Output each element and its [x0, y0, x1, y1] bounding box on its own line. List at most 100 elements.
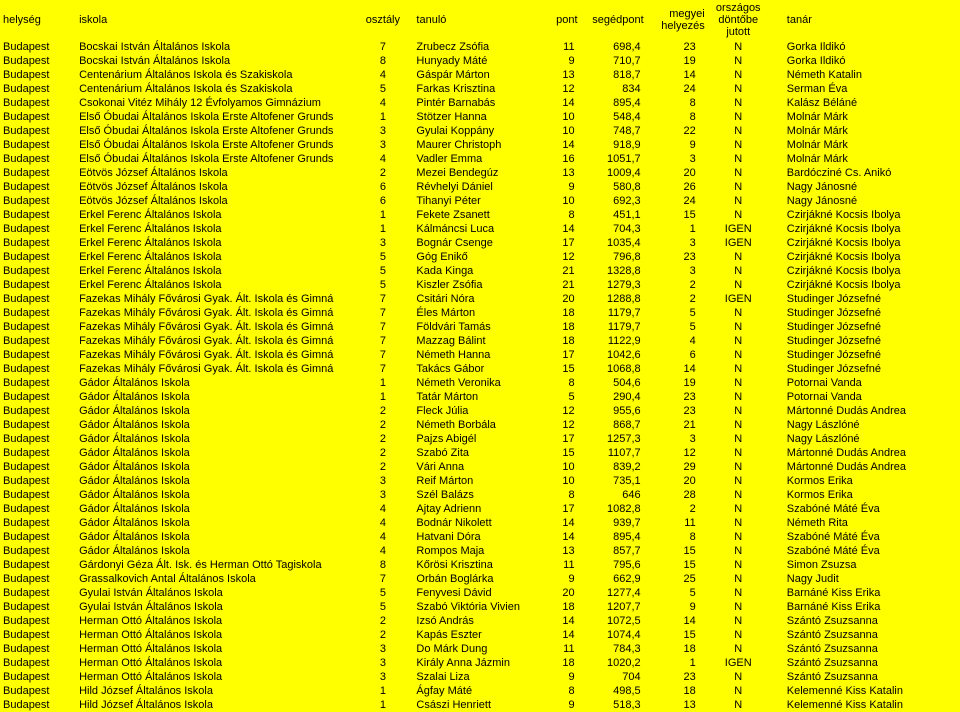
cell: N — [708, 446, 769, 460]
cell: 5 — [352, 82, 413, 96]
cell: 646 — [581, 488, 647, 502]
cell: Hunyady Máté — [413, 54, 534, 68]
cell: 3 — [352, 488, 413, 502]
table-row: BudapestElső Óbudai Általános Iskola Ers… — [0, 138, 960, 152]
cell: Budapest — [0, 586, 76, 600]
cell: Szél Balázs — [413, 488, 534, 502]
cell: Szántó Zsuzsanna — [769, 656, 960, 670]
cell: Budapest — [0, 68, 76, 82]
cell: 868,7 — [581, 418, 647, 432]
cell: 1279,3 — [581, 278, 647, 292]
table-row: BudapestErkel Ferenc Általános Iskola5Gó… — [0, 250, 960, 264]
cell: 8 — [535, 684, 581, 698]
table-row: BudapestGádor Általános Iskola2Fleck Júl… — [0, 404, 960, 418]
cell: Erkel Ferenc Általános Iskola — [76, 250, 352, 264]
cell: Eötvös József Általános Iskola — [76, 166, 352, 180]
cell: 11 — [535, 40, 581, 54]
header-orszagos: országos döntőbe jutott — [708, 0, 769, 40]
table-header: helység iskola osztály tanuló pont segéd… — [0, 0, 960, 40]
cell: Molnár Márk — [769, 152, 960, 166]
cell: 2 — [352, 404, 413, 418]
cell: Erkel Ferenc Általános Iskola — [76, 264, 352, 278]
cell: 15 — [647, 628, 708, 642]
cell: 1288,8 — [581, 292, 647, 306]
cell: 20 — [647, 166, 708, 180]
cell: Studinger Józsefné — [769, 334, 960, 348]
cell: Gádor Általános Iskola — [76, 502, 352, 516]
cell: 580,8 — [581, 180, 647, 194]
cell: Eötvös József Általános Iskola — [76, 194, 352, 208]
cell: 24 — [647, 82, 708, 96]
cell: Budapest — [0, 152, 76, 166]
cell: Révhelyi Dániel — [413, 180, 534, 194]
table-row: BudapestGádor Általános Iskola4Hatvani D… — [0, 530, 960, 544]
cell: 10 — [535, 110, 581, 124]
cell: N — [708, 460, 769, 474]
cell: Szabóné Máté Éva — [769, 544, 960, 558]
cell: 4 — [352, 152, 413, 166]
cell: Herman Ottó Általános Iskola — [76, 614, 352, 628]
cell: Bognár Csenge — [413, 236, 534, 250]
cell: 15 — [647, 208, 708, 222]
cell: Németh Rita — [769, 516, 960, 530]
cell: 8 — [647, 96, 708, 110]
cell: 14 — [535, 530, 581, 544]
cell: N — [708, 334, 769, 348]
cell: 2 — [647, 292, 708, 306]
cell: Budapest — [0, 278, 76, 292]
cell: 17 — [535, 348, 581, 362]
table-row: BudapestGádor Általános Iskola2Szabó Zit… — [0, 446, 960, 460]
cell: 451,1 — [581, 208, 647, 222]
cell: 1035,4 — [581, 236, 647, 250]
cell: Fazekas Mihály Fővárosi Gyak. Ált. Iskol… — [76, 334, 352, 348]
cell: 8 — [535, 376, 581, 390]
cell: 14 — [647, 614, 708, 628]
cell: 939,7 — [581, 516, 647, 530]
cell: Első Óbudai Általános Iskola Erste Altof… — [76, 138, 352, 152]
cell: 4 — [352, 68, 413, 82]
cell: Fazekas Mihály Fővárosi Gyak. Ált. Iskol… — [76, 348, 352, 362]
table-row: BudapestHerman Ottó Általános Iskola3Sza… — [0, 670, 960, 684]
cell: Gyulai Koppány — [413, 124, 534, 138]
cell: 895,4 — [581, 530, 647, 544]
cell: 9 — [647, 138, 708, 152]
cell: 18 — [535, 320, 581, 334]
cell: 518,3 — [581, 698, 647, 712]
table-row: BudapestGádor Általános Iskola4Ajtay Adr… — [0, 502, 960, 516]
cell: 5 — [352, 586, 413, 600]
cell: 14 — [535, 516, 581, 530]
cell: 4 — [352, 96, 413, 110]
cell: N — [708, 614, 769, 628]
cell: Molnár Márk — [769, 138, 960, 152]
cell: Budapest — [0, 446, 76, 460]
table-row: BudapestGárdonyi Géza Ált. Isk. és Herma… — [0, 558, 960, 572]
table-row: BudapestElső Óbudai Általános Iskola Ers… — [0, 124, 960, 138]
cell: Centenárium Általános Iskola és Szakisko… — [76, 82, 352, 96]
cell: 1 — [647, 222, 708, 236]
cell: Orbán Boglárka — [413, 572, 534, 586]
cell: Németh Veronika — [413, 376, 534, 390]
cell: 1 — [352, 208, 413, 222]
cell: Herman Ottó Általános Iskola — [76, 656, 352, 670]
cell: 11 — [647, 516, 708, 530]
cell: 10 — [535, 474, 581, 488]
cell: Király Anna Jázmin — [413, 656, 534, 670]
cell: 857,7 — [581, 544, 647, 558]
cell: N — [708, 152, 769, 166]
cell: 12 — [535, 82, 581, 96]
cell: 1074,4 — [581, 628, 647, 642]
cell: Kelemenné Kiss Katalin — [769, 684, 960, 698]
cell: 16 — [535, 152, 581, 166]
cell: 1 — [352, 222, 413, 236]
cell: 10 — [535, 194, 581, 208]
table-row: BudapestGádor Általános Iskola4Rompos Ma… — [0, 544, 960, 558]
cell: 704 — [581, 670, 647, 684]
header-megyei: megyei helyezés — [647, 0, 708, 40]
cell: 692,3 — [581, 194, 647, 208]
cell: 26 — [647, 180, 708, 194]
cell: 1082,8 — [581, 502, 647, 516]
table-row: BudapestFazekas Mihály Fővárosi Gyak. Ál… — [0, 362, 960, 376]
cell: Budapest — [0, 40, 76, 54]
cell: Budapest — [0, 236, 76, 250]
cell: Kalász Béláné — [769, 96, 960, 110]
